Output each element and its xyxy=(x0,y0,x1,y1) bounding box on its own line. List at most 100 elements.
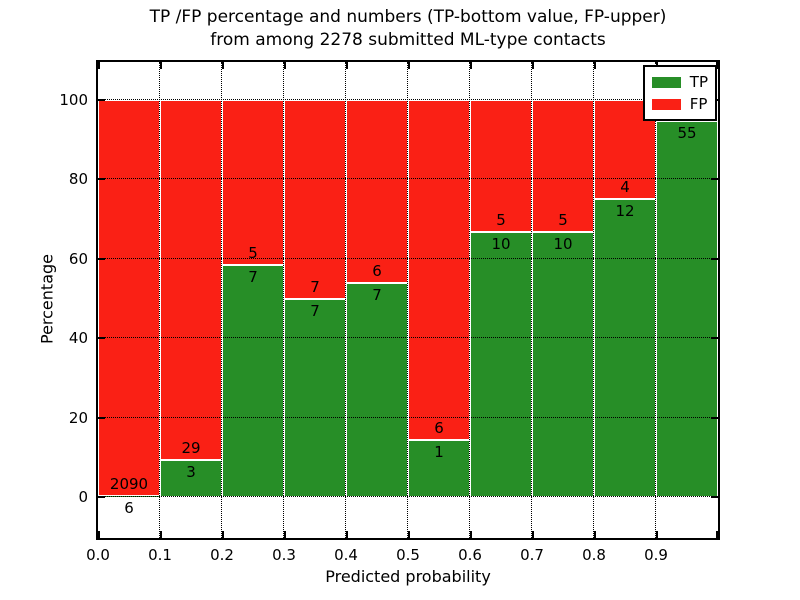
bar-label-fp: 5 xyxy=(558,211,568,230)
y-tick-label: 100 xyxy=(59,91,88,109)
chart-title-line2: from among 2278 submitted ML-type contac… xyxy=(210,30,606,50)
bar-label-fp: 6 xyxy=(434,419,444,438)
bar-segment-fp xyxy=(346,100,408,284)
gridline-horizontal xyxy=(98,178,718,180)
bar-label-tp: 6 xyxy=(124,498,134,517)
legend-swatch-fp-icon xyxy=(651,98,681,110)
legend: TP FP xyxy=(642,65,717,121)
x-tick xyxy=(716,62,718,69)
gridline-vertical xyxy=(593,62,594,538)
bar-label-fp: 6 xyxy=(372,262,382,281)
x-tick-label: 0.8 xyxy=(582,546,606,564)
x-tick xyxy=(470,62,472,69)
plot-area: 2090 6 29 3 5 7 7 7 6 7 6 1 5 10 5 10 4 12 55 TP FP xyxy=(96,60,720,540)
y-tick-label: 20 xyxy=(68,408,88,427)
bar-label-tp: 7 xyxy=(372,286,382,305)
legend-label-tp: TP xyxy=(689,73,708,91)
legend-swatch-tp-icon xyxy=(651,76,681,88)
x-tick xyxy=(284,531,286,538)
x-tick xyxy=(532,531,534,538)
bar-label-fp: 4 xyxy=(620,178,630,197)
y-tick xyxy=(98,257,105,260)
chart-title: TP /FP percentage and numbers (TP-bottom… xyxy=(96,6,720,52)
gridline-horizontal xyxy=(98,337,718,339)
gridline-horizontal xyxy=(98,99,718,100)
x-tick xyxy=(160,62,162,69)
y-tick xyxy=(98,337,105,340)
x-tick xyxy=(346,531,348,538)
gridline-vertical xyxy=(345,62,346,538)
x-tick xyxy=(594,531,596,538)
gridline-horizontal xyxy=(98,257,718,259)
bar-label-tp: 10 xyxy=(553,235,573,254)
y-tick xyxy=(711,496,718,498)
bar-label-tp: 10 xyxy=(491,235,511,254)
y-tick xyxy=(98,416,105,419)
x-tick-label: 0.1 xyxy=(148,546,172,564)
bar-segment-tp xyxy=(594,199,656,497)
bar-label-tp: 1 xyxy=(434,443,444,462)
bar-label-tp: 7 xyxy=(248,268,258,287)
bar-label-fp: 5 xyxy=(496,211,506,230)
x-tick-label: 0.4 xyxy=(334,546,358,564)
x-axis-label: Predicted probability xyxy=(325,567,491,586)
x-tick xyxy=(160,531,162,538)
x-tick xyxy=(98,62,100,69)
bar-label-fp: 29 xyxy=(181,438,201,457)
x-tick xyxy=(98,531,100,538)
bar-labels-layer: 2090 6 29 3 5 7 7 7 6 7 6 1 5 10 5 10 4 12 55 xyxy=(98,62,718,538)
gridline-vertical xyxy=(531,62,532,538)
bar-label-fp: 2090 xyxy=(109,474,149,493)
bar-segment-fp xyxy=(470,100,532,233)
bar-segment-tp xyxy=(408,440,470,497)
bar-label-tp: 12 xyxy=(615,202,635,221)
gridlines-layer xyxy=(98,62,718,538)
x-tick xyxy=(222,62,224,69)
x-tick-label: 0.7 xyxy=(520,546,544,564)
bar-segment-fp xyxy=(98,100,160,496)
x-tick xyxy=(284,62,286,69)
x-tick xyxy=(222,531,224,538)
y-tick-label: 40 xyxy=(68,329,88,348)
bar-label-tp: 55 xyxy=(677,123,697,142)
x-tick-label: 0.6 xyxy=(458,546,482,564)
y-tick xyxy=(711,178,718,181)
bar-segment-tp xyxy=(470,232,532,497)
bar-segment-tp xyxy=(284,298,346,497)
bar-segment-fp xyxy=(222,100,284,266)
gridline-vertical xyxy=(407,62,408,538)
x-tick-label: 0.5 xyxy=(396,546,420,564)
bar-segment-fp xyxy=(284,100,346,299)
gridline-horizontal xyxy=(98,496,718,497)
x-tick xyxy=(470,531,472,538)
gridline-vertical xyxy=(283,62,284,538)
legend-entry-fp: FP xyxy=(651,93,708,115)
ticks-layer xyxy=(98,62,718,538)
legend-entry-tp: TP xyxy=(651,71,708,93)
x-tick xyxy=(532,62,534,69)
y-tick-label: 0 xyxy=(78,488,88,506)
gridline-vertical xyxy=(221,62,222,538)
bar-segment-tp xyxy=(532,232,594,497)
x-tick xyxy=(408,531,410,538)
legend-label-fp: FP xyxy=(689,95,708,113)
x-tick xyxy=(594,62,596,69)
x-tick-label: 0.9 xyxy=(644,546,668,564)
x-tick xyxy=(408,62,410,69)
y-tick xyxy=(711,416,718,419)
gridline-vertical xyxy=(655,62,656,538)
y-tick xyxy=(98,178,105,181)
y-tick xyxy=(98,99,105,101)
bar-segment-tp xyxy=(656,120,718,497)
y-tick xyxy=(711,257,718,260)
gridline-vertical xyxy=(159,62,160,538)
x-tick-label: 0.0 xyxy=(86,546,110,564)
x-tick xyxy=(656,531,658,538)
y-tick xyxy=(98,496,105,498)
y-tick-label: 60 xyxy=(68,249,88,268)
gridline-horizontal xyxy=(98,416,718,418)
bar-label-fp: 7 xyxy=(310,277,320,296)
bar-segment-tp xyxy=(222,265,284,497)
gridline-vertical xyxy=(469,62,470,538)
